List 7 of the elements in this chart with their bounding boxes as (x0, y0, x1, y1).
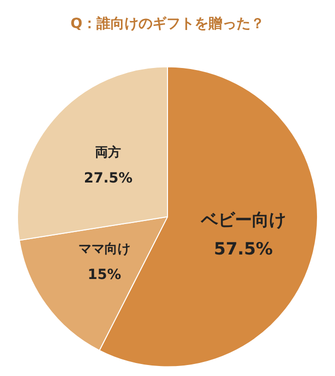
slice-label: 両方 (95, 144, 122, 161)
data-label: 27.5% (84, 170, 132, 187)
chart-title: Q：誰向けのギフトを贈った？ (70, 16, 264, 32)
slice-label: ママ向け (78, 242, 130, 258)
data-label: 57.5% (214, 240, 273, 260)
data-label: 15% (88, 267, 122, 284)
slice-label: ベビー向け (200, 210, 286, 231)
